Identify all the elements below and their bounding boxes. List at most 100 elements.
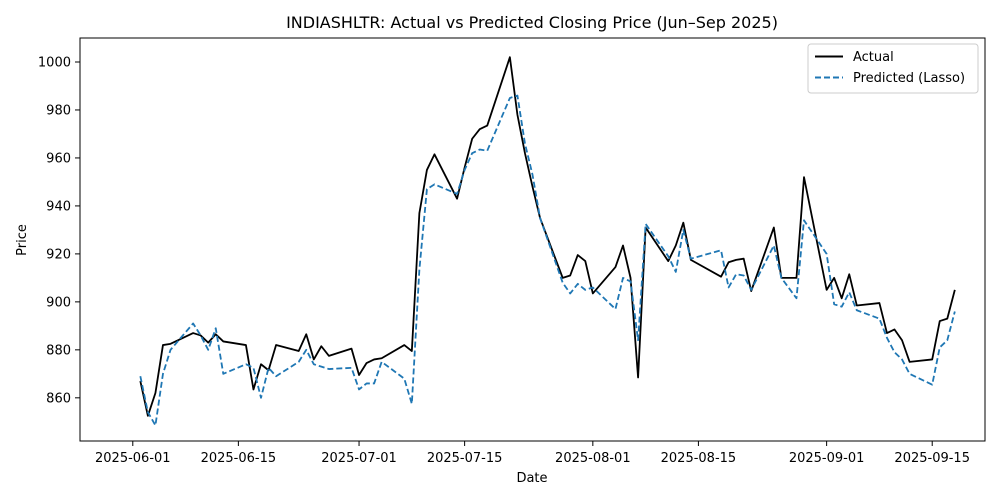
data-point-predicted-lasso <box>463 168 466 171</box>
data-point-actual <box>305 333 308 336</box>
data-point-predicted-lasso <box>373 382 376 385</box>
x-tick-label: 2025-09-01 <box>789 451 865 466</box>
y-axis: 860 880 900 920 940 960 980 1000 <box>38 55 80 406</box>
data-point-actual <box>471 137 474 140</box>
data-point-actual <box>486 124 489 127</box>
data-point-predicted-lasso <box>727 286 730 289</box>
data-point-predicted-lasso <box>772 244 775 247</box>
data-point-actual <box>637 376 640 379</box>
data-point-actual <box>825 288 828 291</box>
data-point-actual <box>425 168 428 171</box>
data-point-predicted-lasso <box>403 377 406 380</box>
data-point-actual <box>584 260 587 263</box>
data-point-actual <box>953 288 956 291</box>
data-point-actual <box>576 254 579 257</box>
data-point-predicted-lasso <box>795 297 798 300</box>
data-point-actual <box>516 113 519 116</box>
data-point-predicted-lasso <box>516 94 519 97</box>
legend-label-predicted: Predicted (Lasso) <box>853 71 965 86</box>
data-point-actual <box>833 276 836 279</box>
data-point-predicted-lasso <box>576 282 579 285</box>
data-point-actual <box>433 153 436 156</box>
data-point-actual <box>727 261 730 264</box>
data-point-actual <box>946 317 949 320</box>
data-point-predicted-lasso <box>953 310 956 313</box>
x-axis-label: Date <box>516 471 547 486</box>
x-tick-label: 2025-07-01 <box>321 451 397 466</box>
series-line-actual <box>139 56 956 417</box>
data-point-predicted-lasso <box>539 216 542 219</box>
data-point-predicted-lasso <box>689 257 692 260</box>
data-point-actual <box>403 344 406 347</box>
data-point-predicted-lasso <box>169 348 172 351</box>
data-point-actual <box>252 388 255 391</box>
data-point-actual <box>418 212 421 215</box>
data-point-predicted-lasso <box>629 280 632 283</box>
data-point-predicted-lasso <box>584 288 587 291</box>
data-point-predicted-lasso <box>312 363 315 366</box>
data-point-predicted-lasso <box>350 366 353 369</box>
data-point-actual <box>365 362 368 365</box>
y-tick-label: 860 <box>46 391 71 406</box>
data-point-predicted-lasso <box>222 372 225 375</box>
data-point-predicted-lasso <box>901 358 904 361</box>
data-point-predicted-lasso <box>885 336 888 339</box>
data-point-predicted-lasso <box>508 96 511 99</box>
data-point-predicted-lasso <box>456 192 459 195</box>
data-point-predicted-lasso <box>644 222 647 225</box>
data-point-predicted-lasso <box>803 219 806 222</box>
data-point-predicted-lasso <box>380 360 383 363</box>
y-tick-label: 960 <box>46 151 71 166</box>
data-point-actual <box>523 152 526 155</box>
data-point-actual <box>192 332 195 335</box>
data-point-predicted-lasso <box>478 148 481 151</box>
y-tick-label: 900 <box>46 295 71 310</box>
data-point-predicted-lasso <box>297 360 300 363</box>
data-point-predicted-lasso <box>471 152 474 155</box>
data-point-predicted-lasso <box>848 291 851 294</box>
data-point-predicted-lasso <box>199 334 202 337</box>
data-point-predicted-lasso <box>320 365 323 368</box>
data-point-actual <box>358 374 361 377</box>
data-point-actual <box>840 297 843 300</box>
data-point-actual <box>878 302 881 305</box>
data-point-predicted-lasso <box>780 276 783 279</box>
chart-title: INDIASHLTR: Actual vs Predicted Closing … <box>286 13 778 32</box>
data-point-predicted-lasso <box>833 303 836 306</box>
data-point-predicted-lasso <box>192 322 195 325</box>
data-point-predicted-lasso <box>146 411 149 414</box>
data-point-actual <box>682 221 685 224</box>
x-tick-label: 2025-08-01 <box>555 451 631 466</box>
plot-frame <box>79 37 986 442</box>
data-point-actual <box>931 358 934 361</box>
data-point-predicted-lasso <box>275 375 278 378</box>
data-point-predicted-lasso <box>569 292 572 295</box>
data-point-predicted-lasso <box>365 382 368 385</box>
data-point-actual <box>207 341 210 344</box>
data-point-predicted-lasso <box>410 402 413 405</box>
data-point-predicted-lasso <box>252 366 255 369</box>
y-tick-label: 880 <box>46 343 71 358</box>
x-tick-label: 2025-06-15 <box>201 451 277 466</box>
series-layer <box>139 56 956 427</box>
data-point-actual <box>244 344 247 347</box>
data-point-predicted-lasso <box>622 276 625 279</box>
data-point-predicted-lasso <box>893 351 896 354</box>
data-point-predicted-lasso <box>591 286 594 289</box>
x-tick-label: 2025-08-15 <box>661 451 737 466</box>
data-point-actual <box>222 340 225 343</box>
data-point-actual <box>742 257 745 260</box>
data-point-predicted-lasso <box>855 309 858 312</box>
data-point-predicted-lasso <box>908 372 911 375</box>
data-point-actual <box>591 292 594 295</box>
data-point-predicted-lasso <box>720 249 723 252</box>
data-point-actual <box>456 197 459 200</box>
data-point-actual <box>260 363 263 366</box>
data-point-predicted-lasso <box>161 372 164 375</box>
data-point-predicted-lasso <box>931 383 934 386</box>
data-point-predicted-lasso <box>946 339 949 342</box>
data-point-actual <box>848 273 851 276</box>
data-point-predicted-lasso <box>425 188 428 191</box>
data-point-predicted-lasso <box>523 142 526 145</box>
